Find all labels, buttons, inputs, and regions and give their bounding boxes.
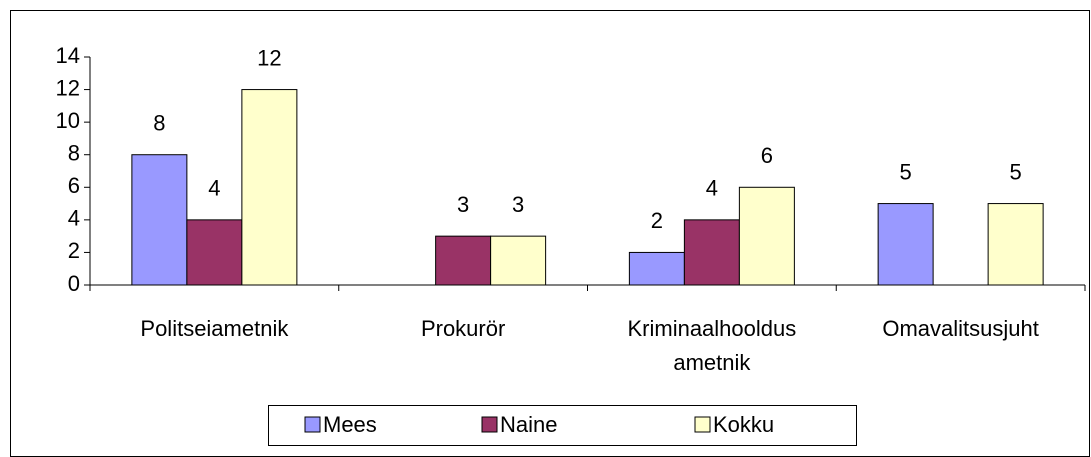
legend-label: Naine <box>500 412 557 437</box>
bar <box>435 235 492 286</box>
y-tick-label: 0 <box>68 271 80 296</box>
legend-swatch <box>304 416 321 433</box>
value-label: 3 <box>457 192 469 217</box>
bar <box>877 203 934 286</box>
value-label: 8 <box>153 111 165 136</box>
x-tick-label: Politseiametnik <box>140 316 289 341</box>
bar <box>628 251 685 286</box>
x-tick-label: Prokurör <box>420 316 506 341</box>
legend-label: Kokku <box>713 412 774 437</box>
y-tick-label: 6 <box>68 173 80 198</box>
value-label: 5 <box>1010 159 1022 184</box>
value-label: 12 <box>257 45 281 70</box>
value-label: 5 <box>900 159 912 184</box>
legend-swatch <box>481 416 498 433</box>
y-tick-label: 8 <box>68 141 80 166</box>
value-label: 2 <box>651 208 663 233</box>
x-tick-label: Kriminaalhooldus ametnik <box>627 316 797 375</box>
bar <box>683 219 740 286</box>
y-tick-label: 4 <box>68 206 80 231</box>
value-label: 4 <box>208 176 220 201</box>
y-tick-label: 14 <box>56 43 80 68</box>
y-tick-label: 10 <box>56 108 80 133</box>
legend-box <box>268 405 857 446</box>
value-label: 4 <box>706 176 718 201</box>
bar <box>987 203 1044 286</box>
legend-swatch <box>694 416 711 433</box>
bar <box>186 219 243 286</box>
x-tick-label: Omavalitsusjuht <box>882 316 1039 341</box>
bar <box>738 186 795 286</box>
bar <box>241 89 298 286</box>
y-tick-label: 2 <box>68 238 80 263</box>
value-label: 3 <box>512 192 524 217</box>
bar <box>131 154 188 286</box>
y-tick-label: 12 <box>56 75 80 100</box>
bar <box>490 235 547 286</box>
legend-label: Mees <box>323 412 377 437</box>
value-label: 6 <box>761 143 773 168</box>
